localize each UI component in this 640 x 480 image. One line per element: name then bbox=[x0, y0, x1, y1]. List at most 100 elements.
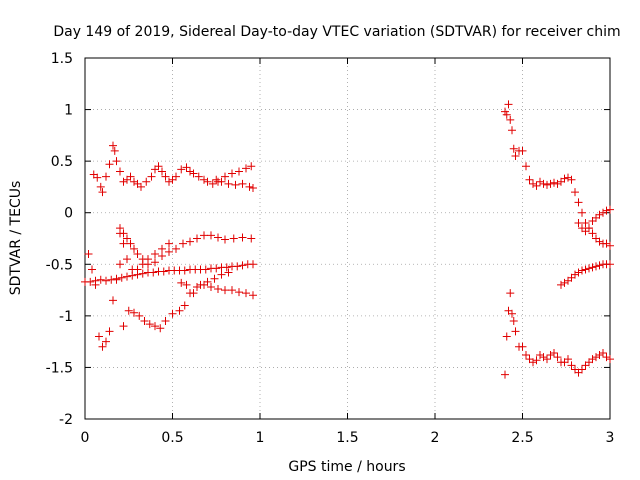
series-6 bbox=[84, 249, 124, 351]
data-point bbox=[602, 206, 611, 215]
data-point bbox=[172, 244, 180, 253]
data-point bbox=[602, 239, 611, 248]
x-tick-label: 2 bbox=[431, 430, 440, 446]
data-point bbox=[222, 263, 231, 272]
y-tick-label: 0.5 bbox=[51, 154, 73, 170]
data-point bbox=[229, 234, 238, 243]
y-axis-label: SDTVAR / TECUs bbox=[8, 181, 24, 296]
series-1 bbox=[89, 141, 256, 197]
data-point bbox=[574, 268, 583, 277]
data-point bbox=[506, 115, 515, 124]
data-point bbox=[189, 289, 198, 298]
data-point bbox=[207, 282, 215, 291]
data-point bbox=[504, 100, 513, 109]
data-point bbox=[123, 234, 131, 243]
x-tick-label: 3 bbox=[606, 430, 615, 446]
data-point bbox=[186, 237, 194, 246]
data-point bbox=[109, 141, 117, 150]
data-point bbox=[238, 261, 247, 270]
data-point bbox=[501, 370, 509, 379]
data-point bbox=[124, 306, 133, 315]
data-point bbox=[221, 172, 229, 181]
series-13 bbox=[502, 289, 518, 341]
data-point bbox=[168, 309, 177, 318]
data-point bbox=[578, 266, 586, 275]
data-point bbox=[228, 169, 236, 178]
data-point bbox=[161, 317, 170, 326]
data-point bbox=[151, 322, 159, 331]
data-point bbox=[595, 261, 604, 270]
data-point bbox=[177, 278, 186, 287]
series-3 bbox=[81, 260, 257, 286]
y-tick-label: 1 bbox=[64, 103, 73, 119]
data-point bbox=[119, 322, 128, 331]
data-point bbox=[567, 361, 576, 370]
data-point bbox=[247, 234, 256, 243]
data-point bbox=[249, 183, 257, 192]
data-point bbox=[585, 224, 593, 233]
series-5 bbox=[116, 229, 173, 274]
data-point bbox=[149, 268, 158, 277]
data-point bbox=[165, 239, 173, 248]
data-point bbox=[86, 277, 95, 286]
data-point bbox=[518, 146, 527, 155]
data-point bbox=[509, 144, 518, 153]
data-point bbox=[98, 342, 107, 351]
data-point bbox=[133, 265, 142, 274]
data-point bbox=[606, 260, 614, 269]
series-7 bbox=[119, 280, 257, 333]
data-point bbox=[159, 267, 168, 276]
data-point bbox=[172, 172, 180, 181]
data-point bbox=[179, 239, 187, 248]
data-point bbox=[564, 173, 572, 182]
data-point bbox=[102, 276, 110, 285]
data-point bbox=[212, 175, 221, 184]
data-point bbox=[574, 198, 583, 207]
data-point bbox=[158, 167, 166, 176]
data-point bbox=[233, 262, 242, 271]
data-point bbox=[112, 275, 121, 284]
data-point bbox=[186, 167, 194, 176]
data-point bbox=[238, 179, 247, 188]
data-point bbox=[112, 157, 121, 166]
data-point bbox=[571, 270, 579, 279]
data-point bbox=[224, 179, 233, 188]
data-point bbox=[130, 177, 138, 186]
data-point bbox=[193, 282, 201, 291]
data-point bbox=[502, 110, 511, 119]
data-point bbox=[158, 244, 166, 253]
data-point bbox=[119, 177, 128, 186]
data-point bbox=[221, 235, 229, 244]
data-point bbox=[194, 172, 203, 181]
data-point bbox=[161, 172, 170, 181]
data-point bbox=[518, 342, 527, 351]
data-point bbox=[602, 353, 611, 362]
data-point bbox=[147, 172, 156, 181]
data-point bbox=[245, 182, 254, 191]
data-point bbox=[553, 179, 562, 188]
y-tick-label: -1 bbox=[59, 309, 73, 325]
data-point bbox=[138, 260, 147, 269]
x-tick-label: 1.5 bbox=[336, 430, 358, 446]
data-point bbox=[224, 268, 233, 277]
data-point bbox=[508, 309, 516, 318]
data-point bbox=[249, 260, 257, 269]
data-point bbox=[238, 233, 247, 242]
data-point bbox=[123, 255, 131, 264]
data-point bbox=[588, 355, 597, 364]
x-tick-label: 1 bbox=[256, 430, 265, 446]
data-point bbox=[578, 208, 586, 217]
data-point bbox=[109, 296, 117, 305]
data-point bbox=[177, 165, 186, 174]
y-tick-label: -1.5 bbox=[46, 360, 73, 376]
data-point bbox=[137, 182, 145, 191]
data-point bbox=[105, 327, 114, 336]
data-point bbox=[532, 181, 541, 190]
data-point bbox=[165, 177, 173, 186]
data-point bbox=[574, 219, 583, 228]
y-tick-label: -2 bbox=[59, 412, 73, 428]
data-point bbox=[116, 260, 124, 269]
data-point bbox=[235, 288, 243, 297]
series-4 bbox=[116, 224, 256, 269]
data-point bbox=[88, 265, 96, 274]
